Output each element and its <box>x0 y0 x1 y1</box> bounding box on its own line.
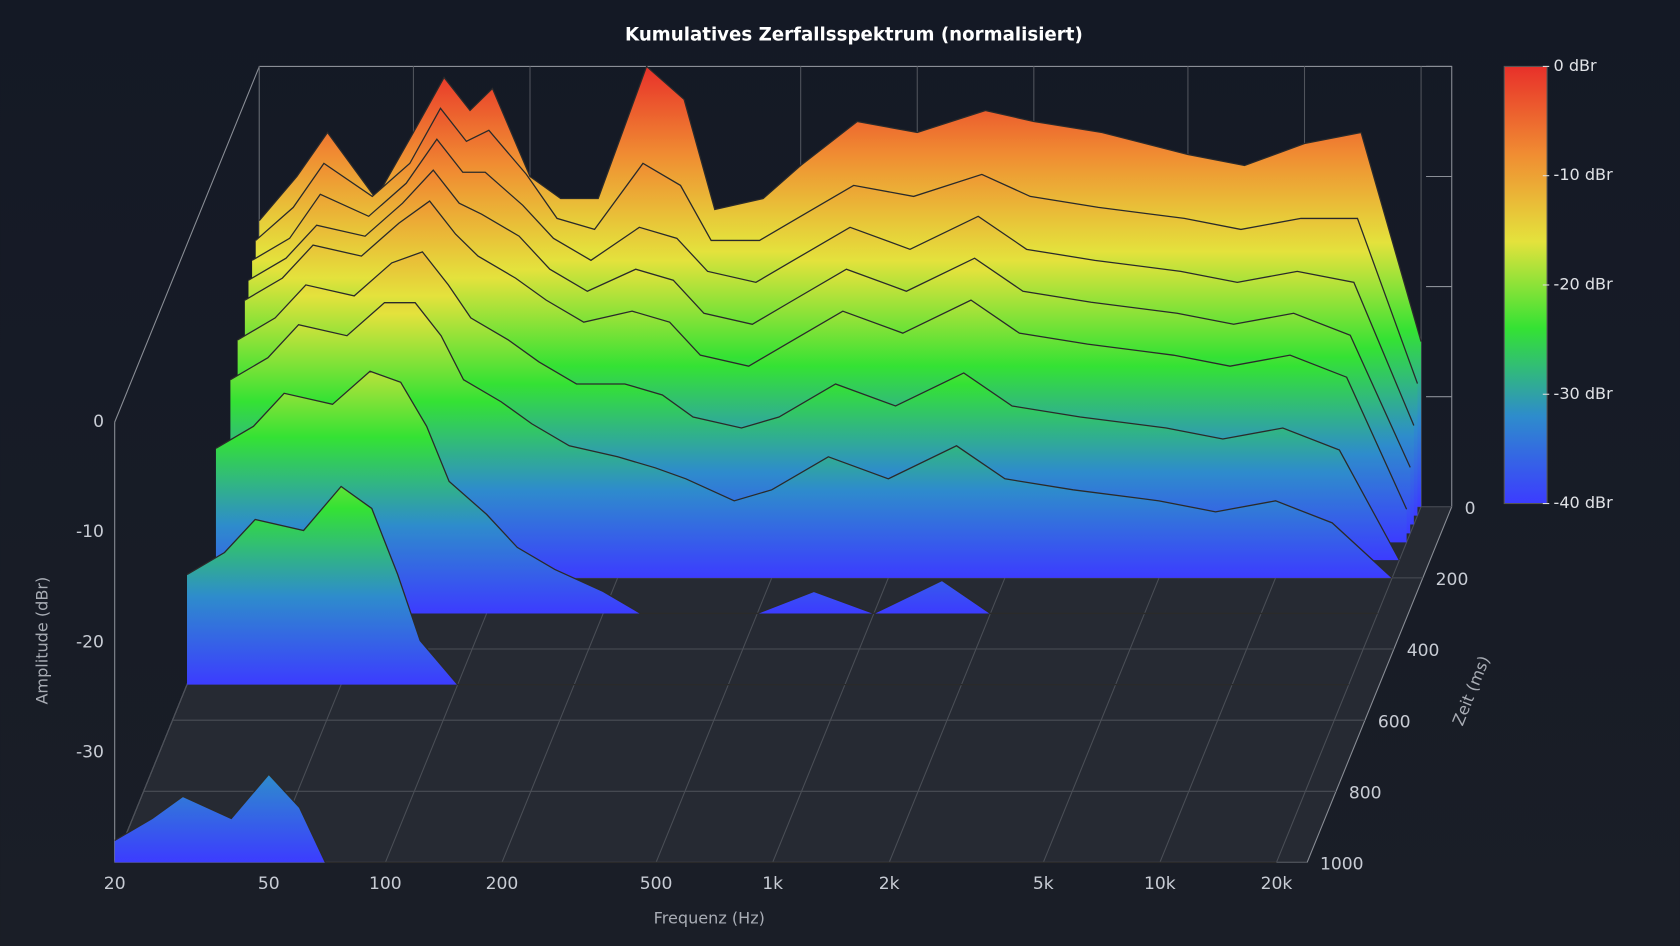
slice-line <box>230 302 1393 579</box>
x-tick-label: 200 <box>486 874 519 894</box>
x-tick-label: 10k <box>1144 874 1176 894</box>
slice-line <box>114 773 1277 864</box>
x-tick-label: 20k <box>1261 874 1293 894</box>
x-tick-label: 50 <box>258 874 280 894</box>
slice-line <box>251 138 1415 426</box>
colorbar-tick-label: -40 dBr <box>1554 493 1614 512</box>
colorbar <box>1503 65 1548 505</box>
slice-area <box>230 302 1393 578</box>
slice-area <box>187 486 1349 685</box>
colorbar-tick-label: -20 dBr <box>1554 274 1614 293</box>
x-tick-label: 1k <box>762 874 783 894</box>
y-axis-label: Amplitude (dBr) <box>32 577 51 705</box>
slice-line <box>255 107 1419 384</box>
z-tick-label: 200 <box>1436 570 1469 590</box>
z-tick-label: 1000 <box>1320 855 1364 875</box>
slice-line <box>258 65 1422 342</box>
z-tick-label: 0 <box>1465 499 1476 519</box>
slice-line <box>244 200 1408 510</box>
slice-line <box>237 251 1400 561</box>
x-tick-label: 500 <box>640 874 673 894</box>
colorbar-tick-label: 0 dBr <box>1554 56 1598 75</box>
x-tick-label: 100 <box>369 874 402 894</box>
z-tick-label: 600 <box>1378 712 1411 732</box>
y-tick-label: 0 <box>93 412 104 432</box>
x-tick-label: 2k <box>879 874 900 894</box>
slice-area <box>114 774 1277 863</box>
x-tick-label: 5k <box>1033 874 1054 894</box>
x-axis-label: Frequenz (Hz) <box>654 909 765 928</box>
colorbar-tick-label: -30 dBr <box>1554 384 1614 403</box>
slice-line <box>248 169 1411 468</box>
x-tick-label: 20 <box>104 874 126 894</box>
box-edge <box>1306 506 1453 863</box>
chart-title: Kumulatives Zerfallsspektrum (normalisie… <box>625 24 1083 45</box>
y-tick-label: -20 <box>76 632 104 652</box>
z-tick-label: 800 <box>1349 783 1382 803</box>
z-tick-label: 400 <box>1407 641 1440 661</box>
colorbar-tick-label: -10 dBr <box>1554 165 1614 184</box>
slice-area <box>215 371 1378 614</box>
slice-line <box>215 370 1378 615</box>
box-edge <box>114 66 260 423</box>
slice-line <box>186 485 1349 686</box>
y-tick-label: -30 <box>76 742 104 762</box>
y-tick-label: -10 <box>76 522 104 542</box>
